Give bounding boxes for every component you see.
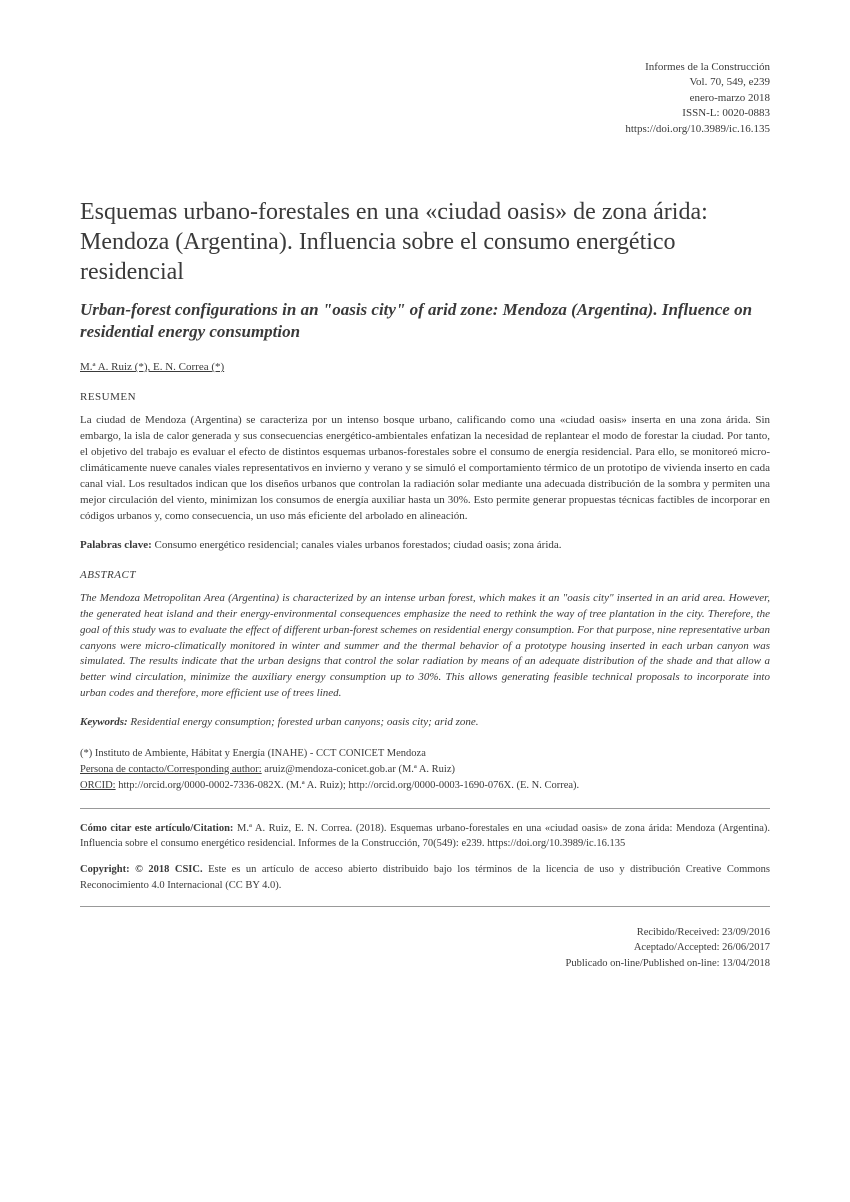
journal-date: enero-marzo 2018 — [80, 91, 770, 106]
affiliation-orcid: ORCID: http://orcid.org/0000-0002-7336-0… — [80, 778, 770, 794]
authors: M.ª A. Ruiz (*), E. N. Correa (*) — [80, 361, 770, 373]
keywords-text: Residential energy consumption; forested… — [128, 716, 479, 728]
date-accepted: Aceptado/Accepted: 26/06/2017 — [80, 940, 770, 956]
journal-doi: https://doi.org/10.3989/ic.16.135 — [80, 122, 770, 137]
keywords-label: Keywords: — [80, 716, 128, 728]
journal-header: Informes de la Construcción Vol. 70, 549… — [80, 60, 770, 137]
palabras-clave-label: Palabras clave: — [80, 539, 152, 551]
affiliation-institute: (*) Instituto de Ambiente, Hábitat y Ene… — [80, 746, 770, 762]
resumen-text: La ciudad de Mendoza (Argentina) se cara… — [80, 413, 770, 525]
keywords: Keywords: Residential energy consumption… — [80, 716, 770, 728]
abstract-text: The Mendoza Metropolitan Area (Argentina… — [80, 591, 770, 703]
journal-volume: Vol. 70, 549, e239 — [80, 75, 770, 90]
copyright: Copyright: © 2018 CSIC. Este es un artíc… — [80, 862, 770, 894]
date-received: Recibido/Received: 23/09/2016 — [80, 925, 770, 941]
date-published: Publicado on-line/Published on-line: 13/… — [80, 956, 770, 972]
title-main: Esquemas urbano-forestales en una «ciuda… — [80, 197, 770, 287]
abstract-heading: ABSTRACT — [80, 569, 770, 581]
divider-top — [80, 808, 770, 809]
title-sub: Urban-forest configurations in an "oasis… — [80, 299, 770, 343]
palabras-clave-text: Consumo energético residencial; canales … — [152, 539, 562, 551]
copyright-label: Copyright: © 2018 CSIC. — [80, 864, 203, 875]
contact-email: aruiz@mendoza-conicet.gob.ar (M.ª A. Rui… — [262, 764, 455, 775]
affiliation-contact: Persona de contacto/Corresponding author… — [80, 762, 770, 778]
journal-name: Informes de la Construcción — [80, 60, 770, 75]
contact-label: Persona de contacto/Corresponding author… — [80, 764, 262, 775]
divider-bottom — [80, 906, 770, 907]
palabras-clave: Palabras clave: Consumo energético resid… — [80, 539, 770, 551]
citation-label: Cómo citar este artículo/Citation: — [80, 823, 233, 834]
orcid-label: ORCID: — [80, 780, 116, 791]
dates-block: Recibido/Received: 23/09/2016 Aceptado/A… — [80, 925, 770, 972]
orcid-text: http://orcid.org/0000-0002-7336-082X. (M… — [116, 780, 580, 791]
resumen-heading: RESUMEN — [80, 391, 770, 403]
journal-issn: ISSN-L: 0020-0883 — [80, 106, 770, 121]
citation: Cómo citar este artículo/Citation: M.ª A… — [80, 821, 770, 853]
affiliation-block: (*) Instituto de Ambiente, Hábitat y Ene… — [80, 746, 770, 793]
